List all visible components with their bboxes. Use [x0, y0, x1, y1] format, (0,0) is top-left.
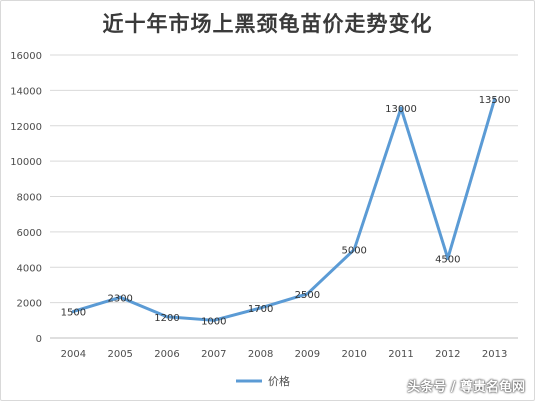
series-line-price — [71, 97, 497, 322]
y-tick-label: 10000 — [10, 157, 42, 168]
y-tick-label: 6000 — [17, 228, 42, 239]
x-tick-label: 2008 — [248, 349, 273, 360]
x-tick-label: 2010 — [341, 349, 366, 360]
data-point — [493, 97, 497, 101]
legend-label: 价格 — [268, 374, 290, 388]
data-point — [212, 318, 216, 322]
data-point — [118, 295, 122, 299]
y-tick-label: 14000 — [10, 86, 42, 97]
data-point — [399, 106, 403, 110]
data-label: 13500 — [479, 95, 511, 106]
x-tick-label: 2011 — [388, 349, 413, 360]
data-label: 1700 — [248, 304, 273, 315]
x-tick-label: 2012 — [435, 349, 460, 360]
data-point — [165, 315, 169, 319]
y-tick-label: 12000 — [10, 122, 42, 133]
x-tick-label: 2013 — [482, 349, 507, 360]
data-label: 4500 — [435, 254, 460, 265]
data-label: 2300 — [107, 293, 132, 304]
data-label: 13000 — [385, 104, 417, 115]
chart-title: 近十年市场上黑颈龟苗价走势变化 — [102, 11, 433, 36]
data-point — [305, 292, 309, 296]
y-tick-label: 8000 — [17, 193, 42, 204]
y-tick-label: 4000 — [17, 263, 42, 274]
data-label: 1000 — [201, 316, 226, 327]
watermark-text: 头条号 / 尊贵名龟网 — [407, 380, 525, 395]
data-label: 5000 — [341, 246, 366, 257]
y-tick-label: 16000 — [10, 51, 42, 62]
data-point — [446, 256, 450, 260]
data-point — [352, 248, 356, 252]
y-tick-label: 0 — [36, 334, 42, 345]
y-tick-label: 2000 — [17, 299, 42, 310]
data-point — [71, 309, 75, 313]
data-label: 1200 — [154, 313, 179, 324]
data-point — [259, 306, 263, 310]
x-tick-label: 2004 — [61, 349, 86, 360]
x-tick-label: 2009 — [295, 349, 320, 360]
x-tick-label: 2006 — [154, 349, 179, 360]
data-label: 2500 — [295, 290, 320, 301]
data-label: 1500 — [61, 307, 86, 318]
x-tick-label: 2005 — [107, 349, 132, 360]
x-tick-label: 2007 — [201, 349, 226, 360]
